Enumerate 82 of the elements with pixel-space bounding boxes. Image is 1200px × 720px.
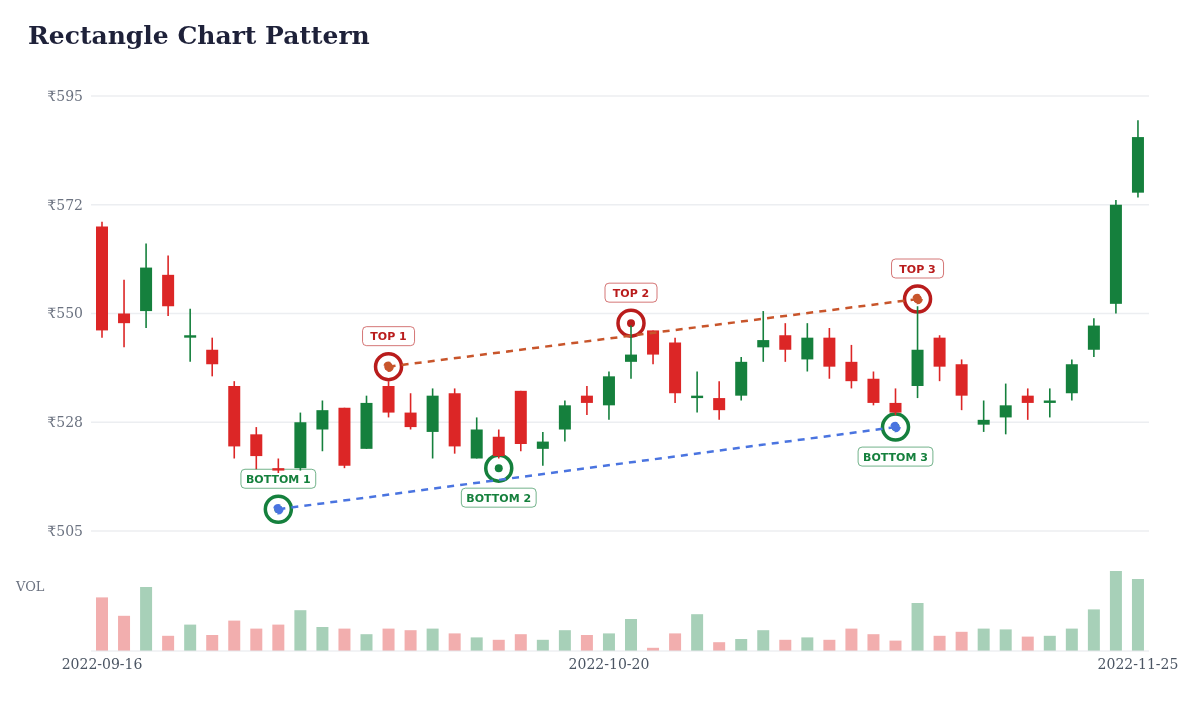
bar <box>779 639 792 651</box>
bar <box>514 634 527 651</box>
bar <box>558 630 571 651</box>
candlestick <box>580 385 593 416</box>
bar <box>470 637 483 651</box>
data-label: BOTTOM 1 <box>245 472 311 486</box>
data-label: BOTTOM 3 <box>863 450 928 464</box>
bar <box>580 635 593 651</box>
bar <box>823 639 836 651</box>
bar <box>713 642 726 651</box>
candlestick <box>779 322 792 363</box>
x-tick-label: 2022-09-16 <box>61 655 143 672</box>
candlestick <box>404 392 417 431</box>
y-tick-label: ₹595 <box>47 87 83 104</box>
candlestick <box>713 380 726 421</box>
point <box>484 453 514 483</box>
candlestick <box>889 387 902 416</box>
x-tick-label: 2022-10-20 <box>568 655 650 672</box>
candlestick <box>316 399 329 453</box>
x-tick-label: 2022-11-25 <box>1097 655 1179 672</box>
candlestick <box>492 428 505 460</box>
bar <box>1043 635 1056 651</box>
candlestick <box>184 307 197 363</box>
bar <box>1131 579 1144 651</box>
bar <box>140 587 153 651</box>
bar <box>382 628 395 651</box>
bar <box>536 639 549 651</box>
candlestick <box>757 310 770 363</box>
chart-title: Rectangle Chart Pattern <box>27 20 371 52</box>
point <box>616 308 646 338</box>
bar <box>735 639 748 651</box>
bar <box>911 603 924 651</box>
bar <box>1109 571 1122 651</box>
y-tick-label: ₹572 <box>47 196 83 213</box>
bar <box>955 631 968 651</box>
bar <box>999 629 1012 651</box>
bar <box>1087 609 1100 651</box>
bar <box>1065 628 1078 651</box>
candlestick <box>977 399 990 433</box>
bar <box>801 637 814 651</box>
bar <box>338 628 351 651</box>
bar <box>602 633 615 651</box>
candlestick <box>536 431 549 467</box>
y-tick-label: ₹528 <box>47 414 83 431</box>
bar <box>426 628 439 651</box>
data-label: BOTTOM 2 <box>466 491 532 505</box>
bar <box>757 630 770 651</box>
candlestick <box>999 382 1012 436</box>
bar <box>206 635 219 651</box>
candlestick <box>250 426 263 472</box>
data-label: TOP 1 <box>370 330 407 344</box>
bar <box>404 630 417 651</box>
bar <box>228 620 241 651</box>
y-axis-title: VOL <box>16 579 45 594</box>
bar <box>162 635 175 651</box>
data-label: TOP 3 <box>899 262 936 276</box>
data-label: TOP 2 <box>612 286 650 300</box>
y-tick-label: ₹505 <box>47 522 83 539</box>
bar <box>316 627 329 651</box>
bar <box>272 624 285 651</box>
bar <box>448 633 461 651</box>
bar <box>1021 636 1034 651</box>
bar <box>360 634 373 651</box>
bar <box>933 635 946 651</box>
candlestick <box>801 322 814 373</box>
bar <box>977 628 990 651</box>
candlestick <box>206 336 219 378</box>
candlestick <box>1021 387 1034 421</box>
bar <box>492 639 505 651</box>
candlestick <box>845 344 858 390</box>
bar <box>96 597 108 651</box>
bar <box>691 614 704 651</box>
bar <box>625 619 637 651</box>
y-tick-label: ₹550 <box>47 305 83 322</box>
bar <box>250 628 263 651</box>
candlestick <box>118 278 131 349</box>
bar <box>118 615 131 651</box>
bar <box>867 634 880 651</box>
bar <box>669 633 682 651</box>
bar <box>845 628 858 651</box>
bar <box>294 610 307 651</box>
bar <box>184 624 197 651</box>
